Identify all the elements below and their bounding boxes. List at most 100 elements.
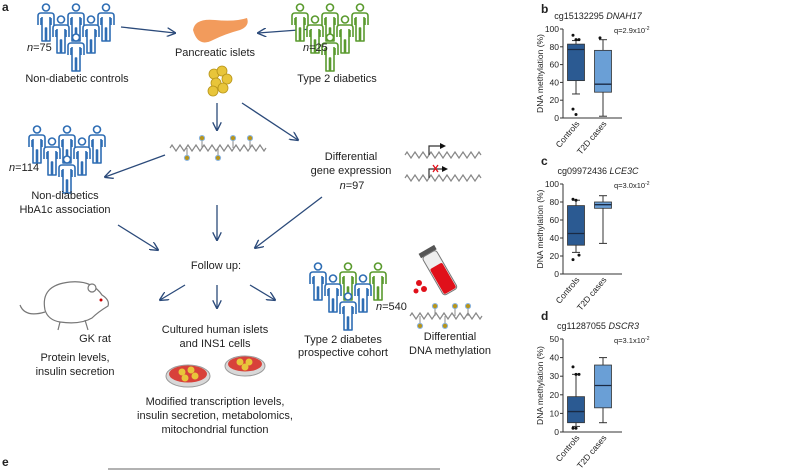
y-tick-label: 40 [550,353,560,363]
y-tick-label: 30 [550,371,560,381]
methyl-group-icon [214,154,222,161]
gene-name: DSCR3 [608,321,639,331]
hba1c-line2: HbA1c association [19,204,111,216]
y-axis-label: DNA methylation (%) [535,34,545,113]
pancreas-icon [193,18,248,43]
cohort-line2: prospective cohort [298,347,388,359]
y-tick-label: 20 [550,95,560,105]
probe-id: cg11287055 [557,321,608,331]
cultured-line1: Cultured human islets [161,324,269,336]
expression-n: n=97 [339,180,365,192]
arrow-islets-to-expression [241,102,298,140]
follow-up-label: Follow up: [190,260,242,272]
methyl-group-icon [198,135,206,142]
methyl-group-icon [229,135,237,142]
y-tick-label: 50 [550,334,560,344]
blood-tube-icon [413,244,458,296]
methylated-dna-icon [169,135,267,161]
box-controls [567,396,585,424]
outlier-point [577,253,581,257]
y-tick-label: 60 [550,215,560,225]
dna-strand [409,311,483,321]
box-t2d-cases [594,49,612,93]
arrow-to-rat [160,284,186,300]
methyl-group-icon [464,303,472,310]
y-tick-label: 0 [554,269,559,279]
box-plot-d: cg11287055 DSCR3 q=3.1x10-2 DNA methylatio… [535,321,650,470]
q-value-annotation: q=3.0x10-2 [614,181,650,190]
q-value-annotation: q=2.9x10-2 [614,26,650,35]
outlier-point [577,38,581,42]
y-tick-label: 0 [554,427,559,437]
cohort-line1: Type 2 diabetes [304,334,382,346]
outlier-point [574,38,578,42]
islet-cells-icon [207,65,233,97]
chart-title: cg15132295 DNAH17 [554,11,643,21]
y-tick-label: 80 [550,42,560,52]
panel-label-b: b [541,2,549,16]
probe-id: cg09972436 [557,166,609,176]
q-value-exponent: -2 [645,181,650,187]
outlier-point [574,426,578,430]
methyl-group-icon [431,303,439,310]
y-tick-label: 20 [550,251,560,261]
outlier-point [598,36,602,40]
y-tick-label: 20 [550,390,560,400]
outlier-point [571,365,575,369]
q-value: q=3.1x10 [614,336,645,345]
box-controls [567,43,585,82]
methyl-group-icon [441,322,449,329]
chart-title: cg11287055 DSCR3 [557,321,639,331]
cultured-line4: insulin secretion, metabolomics, [137,410,293,422]
t2d-label: Type 2 diabetics [297,73,377,85]
panel-label-c: c [541,154,548,168]
outlier-point [571,107,575,111]
expression-line2: gene expression [310,165,392,177]
cultured-line2: and INS1 cells [179,338,251,350]
expression-line1: Differential [324,151,378,163]
controls-label: Non-diabetic controls [25,73,129,85]
probe-id: cg15132295 [554,11,606,21]
outlier-point [571,258,575,262]
rat-line1: Protein levels, [40,352,110,364]
q-value-exponent: -2 [645,336,650,342]
arrow-to-cohort [249,284,275,300]
y-tick-label: 40 [550,77,560,87]
outlier-point [574,372,578,376]
t2d-n: n=25 [303,42,328,54]
y-tick-label: 100 [545,24,559,34]
y-axis-label: DNA methylation (%) [535,346,545,425]
blood-line1: Differential [423,331,477,343]
hba1c-line1: Non-diabetics [31,190,99,202]
cohort-n: n=540 [376,301,407,313]
y-tick-label: 0 [554,113,559,123]
methyl-group-icon [416,322,424,329]
x-tick-label: Controls [554,119,582,150]
methyl-group-icon [246,135,254,142]
y-tick-label: 40 [550,233,560,243]
outlier-point [574,112,578,116]
box-t2d-cases [594,364,612,409]
outlier-point [571,426,575,430]
box-plot-c: cg09972436 LCE3C q=3.0x10-2 DNA methylatio… [535,166,650,312]
outlier-point [577,372,581,376]
panel-label-d: d [541,309,549,323]
arrow-hba1c-to-follow-up [117,224,158,250]
methylated-dna-icon [409,303,483,329]
chart-title: cg09972436 LCE3C [557,166,639,176]
y-tick-label: 100 [545,179,559,189]
arrow-controls-to-islets [120,26,175,33]
x-tick-label: Controls [554,275,582,306]
controls-n: n=75 [27,42,52,54]
cultured-line5: mitochondrial function [161,424,269,436]
outlier-point [571,197,575,201]
blood-line2: DNA methylation [409,345,491,357]
q-value-exponent: -2 [645,26,650,32]
panel-label-e: e [2,455,9,469]
islets-label: Pancreatic islets [174,47,256,59]
y-axis-label: DNA methylation (%) [535,189,545,268]
rat-name: GK rat [79,333,111,345]
methyl-group-icon [451,303,459,310]
